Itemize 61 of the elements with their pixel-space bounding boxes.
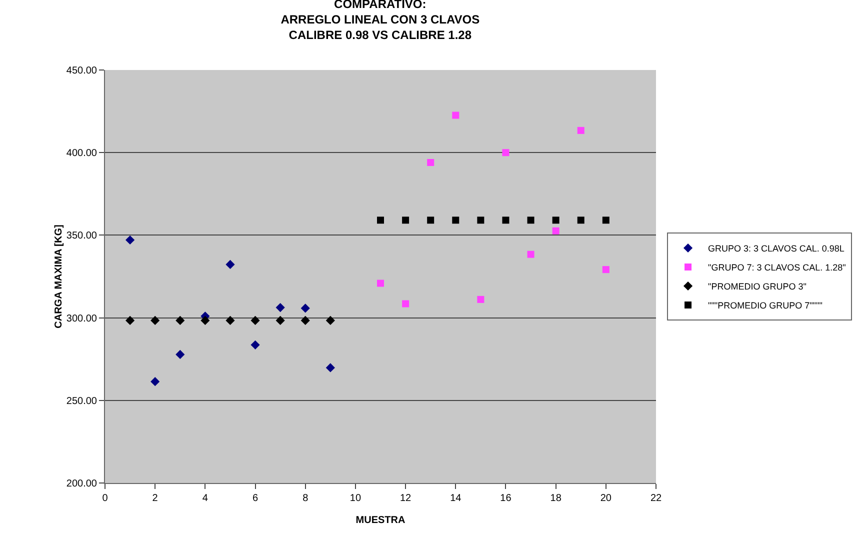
point (552, 216, 560, 224)
point (377, 216, 384, 224)
point (377, 280, 384, 287)
x-tick-label: 16 (500, 493, 512, 504)
x-tick-label: 12 (400, 493, 412, 504)
point (300, 304, 310, 313)
y-tick-label: 450.00 (66, 66, 98, 76)
point (176, 316, 185, 325)
x-axis-title: MUESTRA (356, 515, 406, 526)
point (452, 112, 460, 119)
x-tick-label: 20 (600, 493, 612, 504)
point (427, 216, 434, 224)
x-tick-label: 14 (450, 493, 462, 504)
point (402, 300, 410, 308)
point (176, 350, 185, 360)
x-tick-label: 2 (152, 493, 158, 504)
point (150, 377, 160, 386)
point (226, 316, 235, 325)
point (577, 126, 584, 134)
legend-label: "GRUPO 7: 3 CLAVOS CAL. 1.28" (708, 262, 846, 273)
legend-label: "PROMEDIO GRUPO 3" (708, 282, 806, 292)
point (300, 316, 310, 325)
point (126, 316, 135, 325)
y-axis-title: CARGA MAXIMA [KG] (53, 224, 64, 328)
point (527, 216, 534, 224)
point (250, 316, 260, 325)
x-tick-label: 4 (202, 493, 208, 504)
point (326, 316, 335, 325)
x-tick-label: 0 (102, 493, 108, 504)
y-tick-label: 200.00 (66, 478, 98, 490)
x-tick-label: 22 (650, 493, 662, 504)
point (452, 216, 460, 224)
point (326, 363, 335, 372)
point (276, 303, 285, 312)
y-tick-label: 250.00 (66, 396, 98, 407)
point (427, 159, 434, 166)
point (602, 216, 610, 224)
point (276, 316, 285, 325)
y-tick-label: 350.00 (66, 230, 98, 242)
x-tick-label: 6 (252, 493, 258, 504)
point (477, 296, 484, 303)
x-tick-label: 18 (550, 493, 562, 504)
point (126, 235, 135, 245)
point (402, 216, 410, 224)
point (577, 216, 584, 224)
legend-label: """PROMEDIO GRUPO 7"""" (708, 300, 822, 311)
point (552, 227, 560, 234)
point (226, 260, 235, 269)
point (502, 216, 510, 224)
y-tick-label: 400.00 (66, 148, 98, 160)
point (477, 216, 484, 224)
legend-label: GRUPO 3: 3 CLAVOS CAL. 0.98L (708, 244, 844, 254)
point (200, 316, 210, 325)
point (502, 149, 510, 156)
x-tick-label: 8 (302, 493, 309, 504)
point (527, 250, 534, 258)
point (150, 316, 160, 325)
y-tick-label: 300.00 (66, 313, 98, 324)
point (602, 266, 610, 274)
point (250, 340, 260, 350)
x-tick-label: 10 (350, 493, 362, 504)
